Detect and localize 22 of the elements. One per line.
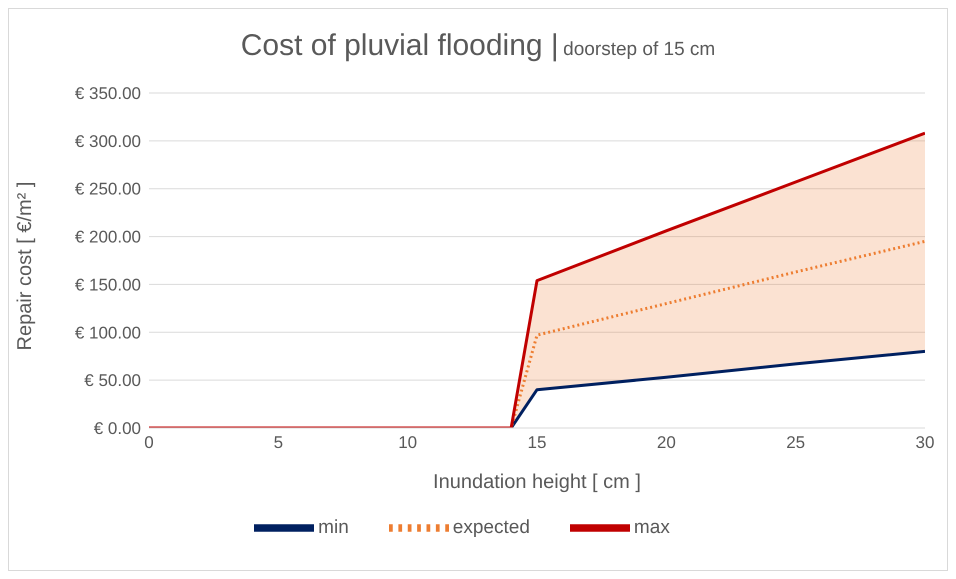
x-tick-label: 15 [528, 433, 546, 452]
y-axis-title: Repair cost [ €/m² ] [14, 182, 36, 350]
y-tick-label: € 300.00 [74, 132, 141, 151]
y-tick-label: € 100.00 [74, 323, 141, 342]
chart-subtitle: doorstep of 15 cm [563, 39, 716, 60]
chart-title: Cost of pluvial flooding | [240, 29, 559, 62]
y-tick-label: € 150.00 [74, 275, 141, 294]
x-tick-label: 20 [656, 433, 676, 452]
x-tick-label: 10 [398, 433, 418, 452]
y-tick-label: € 200.00 [74, 228, 141, 247]
y-tick-label: € 0.00 [94, 419, 141, 438]
x-tick-label: 25 [786, 433, 806, 452]
x-tick-label: 30 [916, 433, 934, 452]
y-tick-label: € 250.00 [74, 180, 141, 199]
legend-label: max [634, 517, 670, 538]
y-tick-label: € 350.00 [74, 84, 141, 104]
x-tick-label: 5 [274, 433, 284, 452]
y-tick-label: € 50.00 [84, 371, 141, 390]
x-tick-label: 0 [144, 433, 154, 452]
x-axis-title: Inundation height [ cm ] [433, 471, 641, 493]
legend-label: expected [452, 517, 530, 538]
legend-label: min [318, 517, 349, 538]
